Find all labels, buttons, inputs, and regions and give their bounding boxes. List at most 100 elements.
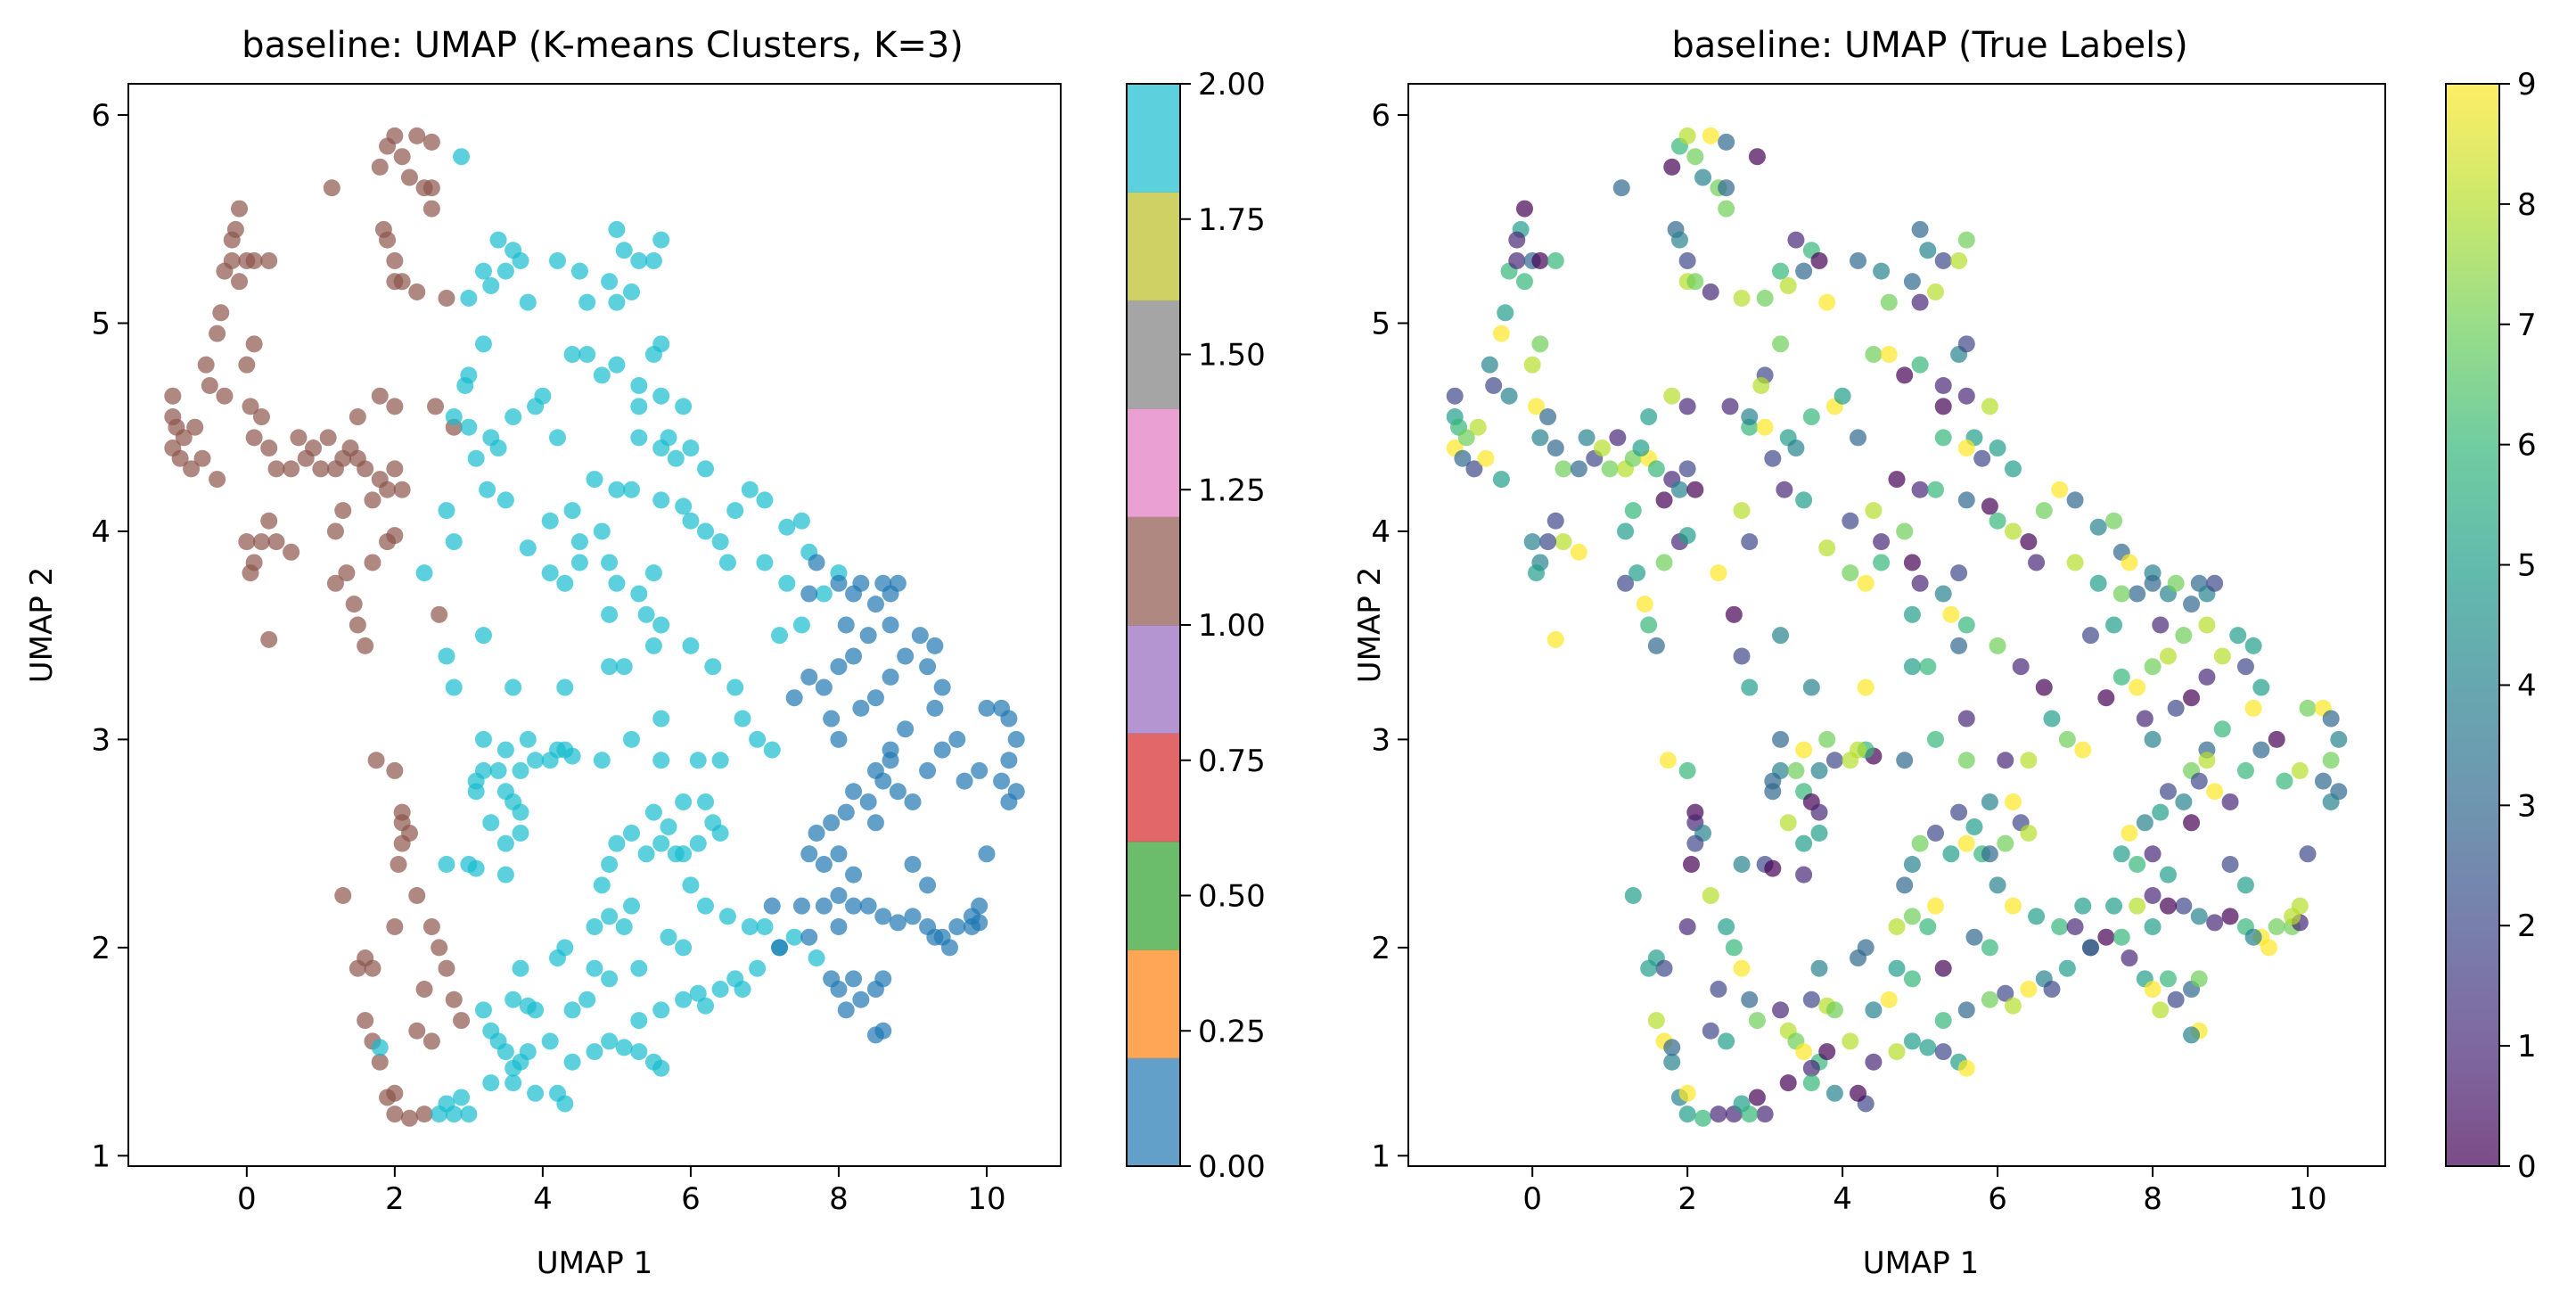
data-point (1942, 845, 1960, 863)
data-point (601, 273, 619, 291)
data-point (556, 574, 574, 592)
data-point (563, 1001, 581, 1019)
data-point (1694, 169, 1712, 186)
data-point (489, 761, 507, 779)
kmeans-scatter-chart: baseline: UMAP (K-means Clusters, K=3) 0… (24, 25, 1266, 1281)
data-point (697, 897, 715, 915)
data-point (201, 377, 218, 395)
data-point (357, 460, 374, 478)
data-point (512, 824, 529, 842)
data-point (601, 970, 619, 988)
data-point (1678, 460, 1696, 478)
data-point (623, 897, 641, 915)
data-point (1702, 283, 1719, 300)
data-point (815, 678, 833, 696)
data-point (897, 647, 915, 665)
data-point (874, 772, 892, 790)
data-point (460, 418, 478, 436)
data-point (652, 752, 670, 769)
data-point (601, 658, 619, 676)
data-point (260, 440, 278, 457)
data-point (1539, 408, 1557, 426)
data-point (889, 783, 907, 801)
data-point (505, 991, 522, 1008)
data-point (1926, 730, 1944, 748)
data-point (601, 908, 619, 925)
y-tick-label: 6 (1371, 98, 1391, 134)
data-point (563, 346, 581, 363)
data-point (718, 554, 736, 571)
data-point (2221, 855, 2239, 873)
data-point (1663, 158, 1681, 176)
data-point (711, 752, 729, 769)
data-point (1702, 1022, 1719, 1040)
data-point (785, 689, 803, 707)
data-point (897, 720, 915, 738)
data-point (2066, 554, 2084, 571)
data-point (1492, 471, 1510, 489)
data-point (697, 997, 715, 1015)
left-x-axis-label: UMAP 1 (537, 1245, 652, 1281)
data-point (2035, 502, 2053, 520)
data-point (644, 803, 662, 821)
data-point (171, 449, 189, 467)
data-point (1694, 1109, 1712, 1127)
data-point (1593, 440, 1611, 457)
data-point (1772, 730, 1790, 748)
data-point (223, 231, 241, 249)
data-point (785, 928, 803, 946)
data-point (1523, 533, 1541, 551)
data-point (1903, 605, 1921, 623)
data-point (345, 596, 363, 613)
data-point (926, 928, 944, 946)
data-point (763, 897, 781, 915)
data-point (904, 908, 922, 925)
data-point (2051, 918, 2069, 936)
data-point (1865, 502, 1883, 520)
data-point (830, 918, 848, 936)
data-point (675, 939, 693, 957)
data-point (1741, 408, 1759, 426)
data-point (1446, 387, 1464, 405)
data-point (2299, 845, 2317, 863)
data-point (1934, 959, 1952, 977)
data-point (1903, 658, 1921, 676)
data-point (238, 356, 256, 374)
data-point (2236, 876, 2254, 894)
data-point (1818, 293, 1836, 311)
y-tick-label: 3 (91, 722, 111, 758)
x-tick-label: 10 (967, 1181, 1005, 1217)
data-point (578, 293, 596, 311)
data-point (1825, 752, 1843, 769)
data-point (2260, 939, 2278, 957)
data-point (512, 803, 529, 821)
data-point (682, 512, 700, 530)
data-point (216, 387, 234, 405)
data-point (1718, 133, 1735, 151)
data-point (704, 658, 722, 676)
data-point (386, 251, 404, 269)
data-point (608, 481, 626, 498)
y-tick-label: 2 (1371, 931, 1391, 966)
y-tick-label: 5 (1371, 306, 1391, 341)
colorbar-tick-label: 8 (2517, 187, 2537, 223)
data-point (260, 251, 278, 269)
data-point (512, 761, 529, 779)
data-point (1718, 1032, 1735, 1050)
data-point (1989, 440, 2006, 457)
colorbar-tick-label: 9 (2517, 67, 2537, 103)
data-point (2074, 741, 2092, 759)
data-point (644, 637, 662, 654)
data-point (2167, 699, 2185, 717)
data-point (460, 289, 478, 307)
data-point (482, 814, 500, 832)
data-point (1772, 335, 1790, 353)
data-point (593, 522, 611, 540)
data-point (505, 1074, 522, 1092)
data-point (2144, 658, 2162, 676)
data-point (2314, 772, 2332, 790)
colorbar-tick-label: 0.50 (1198, 879, 1266, 915)
data-point (926, 699, 944, 717)
data-point (623, 730, 641, 748)
data-point (644, 251, 662, 269)
